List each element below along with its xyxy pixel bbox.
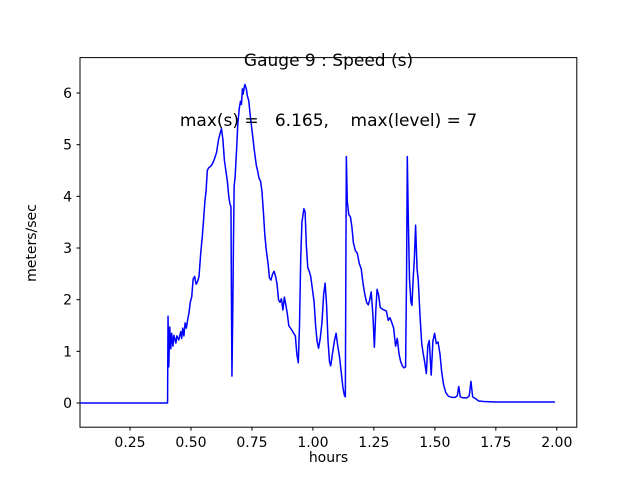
x-tick-label: 0.25	[114, 435, 145, 451]
y-tick-label: 6	[63, 86, 72, 102]
y-axis-label: meters/sec	[24, 204, 40, 282]
y-tick-label: 1	[63, 344, 72, 360]
y-tick-label: 0	[63, 396, 72, 412]
x-tick-label: 1.50	[419, 435, 450, 451]
x-tick-label: 2.00	[541, 435, 572, 451]
axes-frame	[79, 57, 578, 428]
x-tick-label: 0.75	[236, 435, 267, 451]
y-tick-label: 2	[63, 293, 72, 309]
x-tick-label: 0.50	[175, 435, 206, 451]
x-axis-label: hours	[308, 450, 349, 466]
y-tick-label: 4	[63, 189, 72, 205]
x-axis-ticks: 0.25 0.50 0.75 1.00 1.25 1.50 1.75 2.00	[114, 427, 572, 451]
y-tick-label: 5	[63, 138, 72, 154]
chart-title: Gauge 9 : Speed (s)	[243, 51, 414, 71]
speed-line-series	[80, 83, 556, 404]
y-tick-label: 3	[63, 241, 72, 257]
x-tick-label: 1.75	[480, 435, 511, 451]
y-axis-ticks: 0 1 2 3 4 5 6	[63, 86, 80, 412]
chart-subtitle: max(s) = 6.165, max(level) = 7	[179, 111, 478, 131]
title-block: Gauge 9 : Speed (s) max(s) = 6.165, max(…	[80, 11, 577, 171]
x-tick-label: 1.25	[358, 435, 389, 451]
x-tick-label: 1.00	[297, 435, 328, 451]
